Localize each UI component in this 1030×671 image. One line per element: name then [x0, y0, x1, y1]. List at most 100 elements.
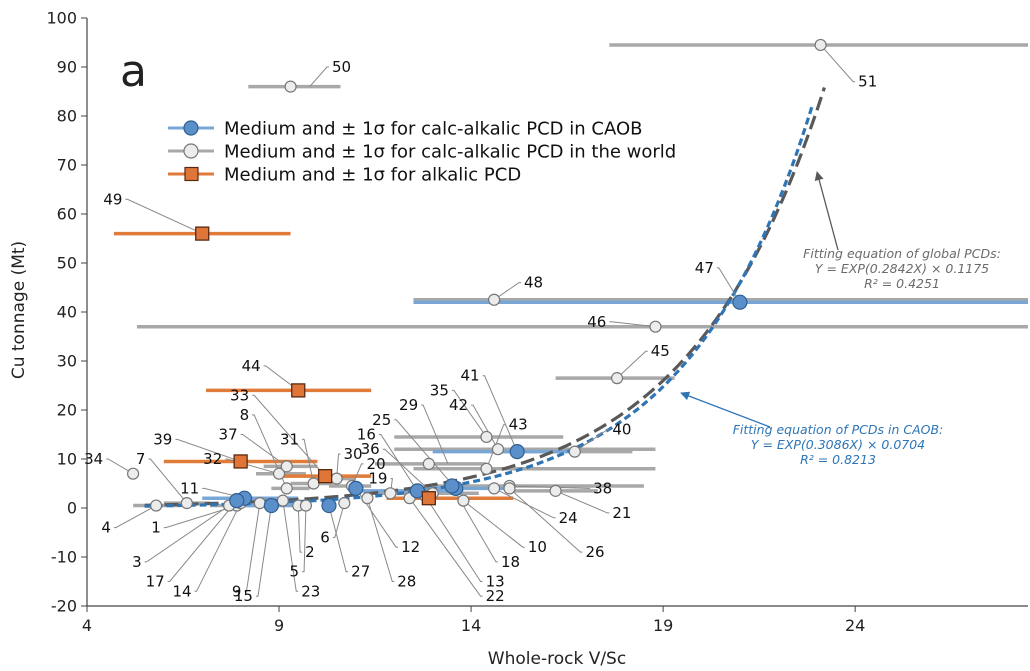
- callout-line-28: [366, 498, 395, 582]
- point-label-20: 20: [367, 455, 386, 473]
- callout-line-16: [378, 434, 418, 492]
- point-15: [263, 497, 279, 514]
- callout-line-43: [485, 424, 506, 469]
- point-27: [321, 497, 337, 514]
- callout-line-34: [106, 458, 134, 475]
- legend: Medium and ± 1σ for calc-alkalic PCD in …: [168, 119, 676, 186]
- fit-global-arrow: [814, 171, 839, 251]
- legend-marker-1: [183, 143, 199, 159]
- point-label-24: 24: [559, 509, 578, 527]
- point-29: [422, 457, 435, 470]
- point-label-33: 33: [230, 386, 249, 404]
- point-34: [126, 467, 140, 480]
- point-label-38: 38: [593, 479, 612, 497]
- point-label-8: 8: [240, 406, 250, 424]
- callout-line-38: [509, 485, 591, 489]
- legend-marker-0: [183, 120, 199, 136]
- callout-line-13: [424, 495, 483, 582]
- point-label-42: 42: [449, 396, 468, 414]
- point-50: [284, 80, 297, 93]
- callout-line-1: [163, 505, 237, 529]
- point-24: [488, 482, 501, 495]
- callout-line-17: [167, 500, 238, 582]
- fit-caob-line-2: R² = 0.8213: [800, 452, 876, 467]
- point-label-4: 4: [101, 519, 111, 537]
- callout-line-23: [282, 500, 299, 592]
- point-label-21: 21: [612, 504, 631, 522]
- point-35: [480, 430, 493, 444]
- y-tick-label: 0: [67, 499, 77, 518]
- point-41: [509, 444, 525, 460]
- callout-line-50: [309, 66, 329, 87]
- point-label-12: 12: [401, 538, 420, 556]
- point-label-9: 9: [232, 582, 242, 600]
- callout-line-31: [302, 438, 315, 484]
- point-12: [348, 480, 364, 496]
- callout-line-46: [609, 321, 656, 328]
- point-label-48: 48: [524, 274, 543, 292]
- callout-line-51: [820, 44, 856, 83]
- callout-line-40: [574, 429, 610, 453]
- point-label-32: 32: [203, 450, 222, 468]
- x-axis-title: Whole-rock V/Sc: [488, 649, 626, 669]
- y-tick-label: 100: [46, 9, 77, 28]
- point-label-37: 37: [219, 426, 238, 444]
- y-axis-title: Cu tonnage (Mt): [9, 241, 29, 379]
- point-26: [503, 482, 516, 495]
- fit-global-line-0: Fitting equation of global PCDs:: [803, 246, 1001, 261]
- point-30: [330, 472, 343, 485]
- point-7: [180, 497, 193, 510]
- callout-line-10: [463, 500, 525, 548]
- point-label-36: 36: [361, 440, 380, 458]
- callout-line-36: [382, 448, 434, 494]
- callout-line-9: [244, 503, 261, 592]
- point-label-13: 13: [486, 573, 505, 591]
- point-label-27: 27: [351, 563, 370, 581]
- point-16: [421, 491, 436, 506]
- y-tick-label: 50: [57, 254, 77, 273]
- point-label-10: 10: [528, 538, 547, 556]
- callout-line-37: [240, 434, 288, 467]
- point-6: [338, 497, 351, 510]
- point-label-43: 43: [509, 416, 528, 434]
- callout-line-25: [394, 419, 457, 489]
- legend-label-1: Medium and ± 1σ for calc-alkalic PCD in …: [224, 142, 676, 163]
- point-10: [457, 494, 470, 507]
- point-17: [229, 493, 245, 509]
- y-tick-label: 70: [57, 156, 77, 175]
- fit-caob-line-1: Y = EXP(0.3086X) × 0.0704: [751, 437, 925, 452]
- point-40: [568, 445, 581, 458]
- callout-line-22: [409, 497, 483, 597]
- legend-label-2: Medium and ± 1σ for alkalic PCD: [224, 165, 521, 186]
- data-points: [126, 38, 827, 514]
- fit-global-line-1: Y = EXP(0.2842X) × 0.1175: [815, 261, 989, 276]
- callout-line-4: [113, 505, 157, 529]
- callout-line-18: [451, 485, 498, 563]
- point-39: [233, 454, 248, 469]
- point-28: [361, 492, 374, 505]
- callout-line-45: [616, 350, 648, 379]
- point-label-23: 23: [301, 582, 320, 600]
- callout-line-8: [252, 414, 288, 489]
- callout-line-15: [255, 505, 272, 597]
- x-tick-label: 19: [653, 616, 673, 635]
- point-51: [814, 38, 827, 52]
- callout-line-7: [148, 458, 188, 504]
- point-31: [307, 477, 320, 490]
- point-18: [444, 478, 460, 494]
- point-label-17: 17: [146, 573, 165, 591]
- callout-line-3: [144, 505, 230, 563]
- point-label-41: 41: [461, 367, 480, 385]
- fit-annotations: Fitting equation of global PCDs:Y = EXP(…: [680, 171, 1001, 467]
- y-tick-label: 90: [57, 58, 77, 77]
- y-tick-label: 20: [57, 401, 77, 420]
- callout-line-49: [125, 198, 203, 235]
- x-tick-label: 24: [845, 616, 865, 635]
- callout-line-29: [421, 404, 449, 465]
- callout-line-2: [297, 505, 303, 553]
- point-16: [409, 483, 425, 499]
- point-label-22: 22: [486, 587, 505, 605]
- callout-line-44: [263, 365, 299, 391]
- point-8: [280, 482, 293, 495]
